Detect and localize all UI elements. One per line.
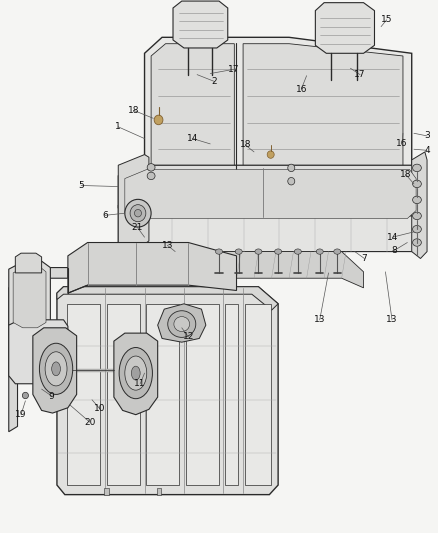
- Polygon shape: [186, 304, 219, 485]
- Polygon shape: [118, 205, 425, 252]
- Polygon shape: [118, 165, 420, 216]
- Polygon shape: [13, 266, 46, 328]
- Polygon shape: [114, 333, 158, 415]
- Polygon shape: [215, 252, 364, 288]
- Polygon shape: [245, 304, 271, 485]
- Ellipse shape: [174, 317, 190, 332]
- Ellipse shape: [413, 196, 421, 204]
- Text: 2: 2: [212, 77, 217, 86]
- Polygon shape: [104, 488, 109, 495]
- Polygon shape: [157, 488, 161, 495]
- Polygon shape: [33, 328, 77, 413]
- Text: 20: 20: [84, 418, 95, 426]
- Polygon shape: [57, 287, 278, 310]
- Polygon shape: [243, 44, 403, 181]
- Polygon shape: [412, 152, 427, 259]
- Text: 17: 17: [228, 65, 240, 74]
- Ellipse shape: [131, 366, 140, 380]
- Text: 15: 15: [381, 15, 392, 24]
- Ellipse shape: [334, 249, 341, 254]
- Ellipse shape: [168, 311, 196, 337]
- Ellipse shape: [413, 225, 421, 233]
- Text: 6: 6: [102, 211, 108, 220]
- Text: 13: 13: [314, 316, 325, 324]
- Text: 8: 8: [391, 246, 397, 255]
- Ellipse shape: [147, 172, 155, 180]
- Ellipse shape: [294, 249, 301, 254]
- Text: 7: 7: [361, 254, 367, 263]
- Ellipse shape: [22, 392, 28, 399]
- Ellipse shape: [130, 205, 146, 222]
- Ellipse shape: [413, 212, 421, 220]
- Text: 18: 18: [400, 171, 412, 179]
- Ellipse shape: [125, 199, 151, 227]
- Text: 16: 16: [296, 85, 307, 93]
- Polygon shape: [57, 287, 278, 495]
- Text: 17: 17: [354, 70, 366, 79]
- Text: 13: 13: [162, 241, 173, 249]
- Text: 18: 18: [128, 106, 139, 115]
- Polygon shape: [145, 37, 412, 179]
- Text: 14: 14: [387, 233, 398, 241]
- Ellipse shape: [275, 249, 282, 254]
- Ellipse shape: [316, 249, 323, 254]
- Ellipse shape: [288, 164, 295, 172]
- Polygon shape: [125, 169, 416, 219]
- Polygon shape: [315, 3, 374, 53]
- Text: 14: 14: [187, 134, 198, 143]
- Ellipse shape: [45, 352, 67, 386]
- Text: 4: 4: [424, 146, 430, 155]
- Text: 21: 21: [132, 223, 143, 232]
- Ellipse shape: [154, 115, 163, 125]
- Polygon shape: [9, 261, 50, 332]
- Text: 16: 16: [396, 140, 408, 148]
- Ellipse shape: [267, 151, 274, 158]
- Ellipse shape: [125, 356, 147, 390]
- Ellipse shape: [288, 177, 295, 185]
- Ellipse shape: [52, 362, 60, 376]
- Text: 19: 19: [15, 410, 27, 419]
- Polygon shape: [118, 155, 149, 251]
- Text: 12: 12: [183, 333, 194, 341]
- Polygon shape: [225, 304, 238, 485]
- Text: 11: 11: [134, 379, 146, 388]
- Text: 10: 10: [94, 405, 106, 413]
- Polygon shape: [15, 253, 42, 273]
- Ellipse shape: [215, 249, 223, 254]
- Text: 5: 5: [78, 181, 84, 190]
- Polygon shape: [67, 304, 100, 485]
- Ellipse shape: [255, 249, 262, 254]
- Text: 18: 18: [240, 141, 251, 149]
- Ellipse shape: [134, 209, 141, 217]
- Ellipse shape: [413, 180, 421, 188]
- Ellipse shape: [413, 239, 421, 246]
- Polygon shape: [173, 1, 228, 48]
- Polygon shape: [9, 268, 68, 432]
- Polygon shape: [146, 304, 179, 485]
- Polygon shape: [68, 243, 237, 293]
- Text: 13: 13: [386, 316, 398, 324]
- Polygon shape: [151, 44, 234, 176]
- Polygon shape: [158, 304, 206, 342]
- Ellipse shape: [235, 249, 242, 254]
- Ellipse shape: [39, 343, 73, 394]
- Text: 3: 3: [424, 132, 430, 140]
- Ellipse shape: [413, 164, 421, 172]
- Text: 1: 1: [115, 123, 121, 131]
- Ellipse shape: [147, 164, 155, 171]
- Polygon shape: [107, 304, 140, 485]
- Text: 9: 9: [49, 392, 55, 400]
- Ellipse shape: [119, 348, 152, 399]
- Polygon shape: [9, 320, 68, 384]
